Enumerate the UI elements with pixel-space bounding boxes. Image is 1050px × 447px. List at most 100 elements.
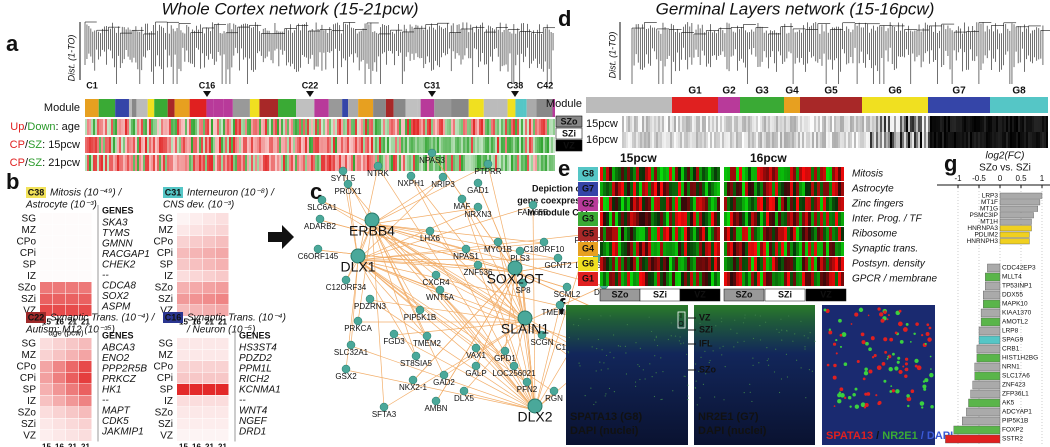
heat-cell [612, 242, 615, 256]
heat-cell [205, 137, 207, 153]
heat-cell [517, 137, 519, 153]
heat-cell [231, 119, 233, 135]
layer-label: VZ [23, 430, 36, 441]
cluster-marker [203, 91, 211, 97]
puncta [864, 403, 869, 408]
heat-cell [529, 137, 531, 153]
heat-cell [645, 197, 648, 211]
speckle [654, 355, 656, 357]
heat-cell [289, 119, 291, 135]
heat-cell [273, 137, 275, 153]
zone-box [805, 288, 847, 302]
heat-cell [413, 155, 415, 171]
heat-cell [269, 137, 271, 153]
node-label: NXPH1 [398, 179, 425, 188]
heat-cell [417, 155, 419, 171]
speckle [754, 314, 756, 316]
heat-cell [739, 242, 742, 256]
panel-title: Mitosis (10⁻⁴⁹) / [50, 188, 123, 199]
heat-cell [451, 137, 453, 153]
zone-cell [642, 132, 644, 148]
zone-cell [718, 116, 720, 132]
zone-cell [1040, 132, 1042, 148]
heat-cell [648, 182, 651, 196]
heat-cell [187, 119, 189, 135]
gene-label: PIP5K1B [1002, 418, 1028, 425]
heat-cell [521, 155, 523, 171]
heat-cell [233, 137, 235, 153]
zone-cell [986, 116, 988, 132]
puncta [854, 404, 860, 409]
heat-cell [733, 257, 736, 271]
zone-cell [704, 116, 706, 132]
heat-cell [519, 155, 521, 171]
module-tag-label: C38 [28, 187, 45, 197]
heat-cell [832, 272, 835, 286]
layer-label: CPi [20, 373, 36, 384]
zone-cell [894, 132, 896, 148]
heat-cell [630, 197, 633, 211]
puncta [922, 380, 926, 383]
heat-cell [823, 182, 826, 196]
panel-label: g [944, 151, 957, 176]
heat-cell [349, 119, 351, 135]
zone-cell [1030, 116, 1032, 132]
gene-label: SLC17A6 [1002, 373, 1030, 380]
heat-cell [337, 119, 339, 135]
heat-cell [273, 119, 275, 135]
heat-cell [711, 182, 714, 196]
heat-cell [321, 119, 323, 135]
heat-cell [185, 137, 187, 153]
heat-cell [603, 167, 606, 181]
heat-cell [489, 137, 491, 153]
speckle [766, 347, 768, 349]
zone-cell [762, 116, 764, 132]
zone-cell [884, 116, 886, 132]
heat-cell [509, 137, 511, 153]
gene-label: TYMS [102, 228, 130, 239]
heat-cell [654, 227, 657, 241]
heat-cell [171, 137, 173, 153]
speckle [808, 369, 811, 371]
puncta [891, 389, 896, 393]
heat-cell [285, 137, 287, 153]
heat-cell [149, 137, 151, 153]
heat-cell [341, 119, 343, 135]
heat-cell [311, 119, 313, 135]
heat-cell [660, 242, 663, 256]
heat-cell [687, 212, 690, 226]
module-cell [405, 99, 418, 117]
heat-cell [681, 197, 684, 211]
heat-cell [699, 227, 702, 241]
genes-header: GENES [102, 330, 134, 340]
heat-cell [501, 137, 503, 153]
heat-cell [79, 213, 92, 224]
speckle [781, 329, 783, 331]
heat-cell [339, 119, 341, 135]
node-label: MAF [454, 202, 471, 211]
heat-cell [841, 197, 844, 211]
heat-cell [618, 197, 621, 211]
heat-cell [105, 155, 107, 171]
heat-cell [714, 212, 717, 226]
zone-cell [798, 116, 800, 132]
heat-cell [787, 197, 790, 211]
module-cell [223, 99, 233, 117]
heat-cell [663, 272, 666, 286]
heat-cell [429, 137, 431, 153]
heat-cell [259, 119, 261, 135]
puncta [847, 395, 852, 400]
hub-label: SOX2OT [487, 271, 544, 287]
heat-cell [539, 137, 541, 153]
zone-cell [962, 116, 964, 132]
heat-cell [417, 119, 419, 135]
puncta [825, 308, 830, 314]
zone-cell [658, 116, 660, 132]
heat-cell [781, 212, 784, 226]
heat-cell [799, 242, 802, 256]
layer-label: SP [160, 259, 174, 270]
speckle [778, 331, 780, 333]
heat-cell [255, 155, 257, 171]
cluster-label: C31 [424, 80, 441, 90]
heat-cell [802, 197, 805, 211]
